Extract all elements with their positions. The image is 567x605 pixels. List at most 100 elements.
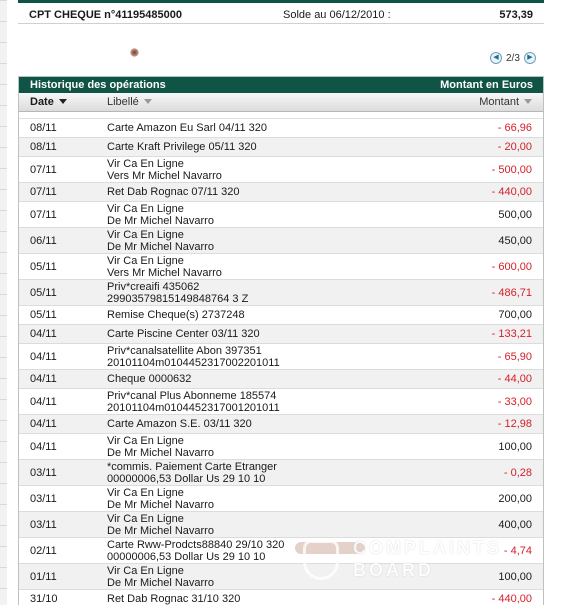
row-libelle-line: De Mr Michel Navarro: [107, 447, 214, 459]
column-header-montant[interactable]: Montant: [479, 96, 532, 108]
column-header-libelle-label: Libellé: [107, 96, 139, 108]
chevron-left-icon[interactable]: ◀: [490, 52, 502, 64]
column-header-date-label: Date: [30, 96, 54, 108]
table-row: 03/11 Vir Ca En Ligne De Mr Michel Navarro…: [19, 486, 543, 512]
decorative-dot: [130, 48, 139, 57]
table-row: 02/11 Carte Rww-Prodcts88840 29/10 320 000…: [19, 538, 543, 564]
row-date: 05/11: [30, 309, 57, 321]
row-libelle-line: Carte Kraft Privilege 05/11 320: [107, 141, 257, 153]
balance-label: Solde au 06/12/2010 :: [283, 9, 391, 21]
operations-table: Historique des opérations Montant en Eur…: [18, 76, 544, 605]
column-header-date[interactable]: Date: [30, 96, 67, 108]
row-amount: - 0,28: [503, 467, 532, 479]
row-libelle-line: Vers Mr Michel Navarro: [107, 267, 222, 279]
row-libelle: Carte Piscine Center 03/11 320: [107, 329, 260, 340]
row-amount: - 12,98: [497, 418, 532, 430]
row-date: 08/11: [30, 122, 57, 134]
row-amount: - 440,00: [491, 186, 532, 198]
row-libelle: Cheque 0000632: [107, 374, 191, 385]
row-amount: - 66,96: [497, 122, 532, 134]
table-row: 04/11 Carte Amazon S.E. 03/11 320 - 12,98: [19, 415, 543, 434]
balance-amount: 573,39: [499, 9, 533, 21]
row-libelle-line: Carte Amazon Eu Sarl 04/11 320: [107, 122, 268, 134]
row-libelle: Vir Ca En Ligne De Mr Michel Navarro: [107, 566, 214, 589]
column-header-libelle[interactable]: Libellé: [107, 96, 152, 108]
account-name: CPT CHEQUE n°41195485000: [29, 9, 182, 21]
column-header-row: Date Libellé Montant: [19, 93, 543, 112]
table-row: 31/10 Ret Dab Rognac 31/10 320 - 440,00: [19, 590, 543, 605]
sort-desc-icon: [58, 99, 67, 104]
row-date: 04/11: [30, 373, 57, 385]
row-date: 08/11: [30, 141, 57, 153]
row-libelle: Vir Ca En Ligne De Mr Michel Navarro: [107, 230, 214, 253]
table-row: 03/11 Vir Ca En Ligne De Mr Michel Navarro…: [19, 512, 543, 538]
row-libelle-line: Cheque 0000632: [107, 373, 192, 385]
sort-icon: [524, 99, 532, 104]
table-row: 05/11 Vir Ca En Ligne Vers Mr Michel Navar…: [19, 254, 543, 280]
row-date: 03/11: [30, 493, 57, 505]
row-date: 04/11: [30, 441, 57, 453]
row-libelle: Ret Dab Rognac 07/11 320: [107, 187, 240, 198]
row-libelle: Carte Amazon S.E. 03/11 320: [107, 419, 252, 430]
row-amount: 400,00: [498, 519, 532, 531]
row-libelle-line: Carte Amazon S.E. 03/11 320: [107, 418, 252, 430]
row-libelle: Remise Cheque(s) 2737248: [107, 310, 245, 321]
left-edge-strip: [0, 0, 7, 605]
chevron-right-icon[interactable]: ▶: [523, 52, 536, 64]
row-libelle-line: De Mr Michel Navarro: [107, 499, 214, 511]
row-amount: - 4,74: [503, 545, 532, 557]
row-amount: 100,00: [498, 571, 532, 583]
row-date: 04/11: [30, 328, 57, 340]
table-row: 05/11 Priv*creaifi 435062 2990357981514984…: [19, 280, 543, 306]
row-date: 05/11: [30, 261, 57, 273]
column-header-montant-label: Montant: [479, 96, 519, 108]
row-libelle-line: Priv*canal Plus Abonneme 185574: [107, 390, 277, 402]
row-date: 03/11: [30, 467, 57, 479]
row-libelle: Ret Dab Rognac 31/10 320: [107, 594, 240, 605]
row-amount: - 133,21: [491, 328, 532, 340]
row-libelle-line: Vir Ca En Ligne: [107, 565, 184, 577]
row-libelle-line: Remise Cheque(s) 2737248: [107, 309, 245, 321]
row-libelle: Priv*canalsatellite Abon 397351 20101104m…: [107, 346, 280, 369]
page-indicator: 2/3: [506, 52, 520, 64]
row-date: 07/11: [30, 209, 57, 221]
row-libelle: Priv*creaifi 435062 29903579815149848764 …: [107, 282, 248, 305]
row-libelle-line: Vir Ca En Ligne: [107, 203, 184, 215]
row-libelle-line: *commis. Paiement Carte Etranger: [107, 461, 277, 473]
row-libelle: Vir Ca En Ligne Vers Mr Michel Navarro: [107, 159, 222, 182]
row-libelle-line: De Mr Michel Navarro: [107, 525, 214, 537]
table-row: 04/11 Carte Piscine Center 03/11 320 - 133…: [19, 325, 543, 344]
row-libelle: *commis. Paiement Carte Etranger 00000006…: [107, 462, 277, 485]
row-amount: - 486,71: [491, 287, 532, 299]
row-libelle-line: Ret Dab Rognac 31/10 320: [107, 593, 241, 605]
row-libelle: Vir Ca En Ligne De Mr Michel Navarro: [107, 514, 214, 537]
row-amount: 500,00: [498, 209, 532, 221]
row-amount: 200,00: [498, 493, 532, 505]
row-amount: 700,00: [498, 309, 532, 321]
row-date: 04/11: [30, 418, 57, 430]
row-libelle-line: Vir Ca En Ligne: [107, 435, 184, 447]
table-row: 03/11 *commis. Paiement Carte Etranger 000…: [19, 460, 543, 486]
row-libelle-line: De Mr Michel Navarro: [107, 577, 214, 589]
row-libelle-line: 29903579815149848764 3 Z: [107, 293, 249, 305]
table-row: 05/11 Remise Cheque(s) 2737248 700,00: [19, 306, 543, 325]
row-date: 01/11: [30, 571, 57, 583]
table-title-bar: Historique des opérations Montant en Eur…: [19, 77, 543, 93]
table-row: 04/11 Priv*canalsatellite Abon 397351 2010…: [19, 344, 543, 370]
row-libelle-line: 20101104m0104452317001201011: [107, 402, 280, 414]
pagination: ◀ 2/3 ▶: [490, 51, 536, 65]
table-row: 07/11 Ret Dab Rognac 07/11 320 - 440,00: [19, 183, 543, 202]
row-date: 03/11: [30, 519, 57, 531]
row-libelle: Priv*canal Plus Abonneme 185574 20101104m…: [107, 391, 280, 414]
table-body: 08/11 Carte Amazon Eu Sarl 04/11 320 - 66,…: [19, 119, 543, 605]
row-libelle-line: 00000006,53 Dollar Us 29 10 10: [107, 473, 266, 485]
row-libelle-line: Carte Rww-Prodcts88840 29/10 320: [107, 539, 285, 551]
spacer-row: [19, 112, 543, 119]
row-libelle-line: De Mr Michel Navarro: [107, 215, 214, 227]
row-date: 07/11: [30, 164, 57, 176]
row-libelle-line: Vir Ca En Ligne: [107, 229, 184, 241]
row-date: 07/11: [30, 186, 57, 198]
table-row: 04/11 Priv*canal Plus Abonneme 185574 2010…: [19, 389, 543, 415]
table-row: 04/11 Cheque 0000632 - 44,00: [19, 370, 543, 389]
row-libelle-line: Vers Mr Michel Navarro: [107, 170, 222, 182]
